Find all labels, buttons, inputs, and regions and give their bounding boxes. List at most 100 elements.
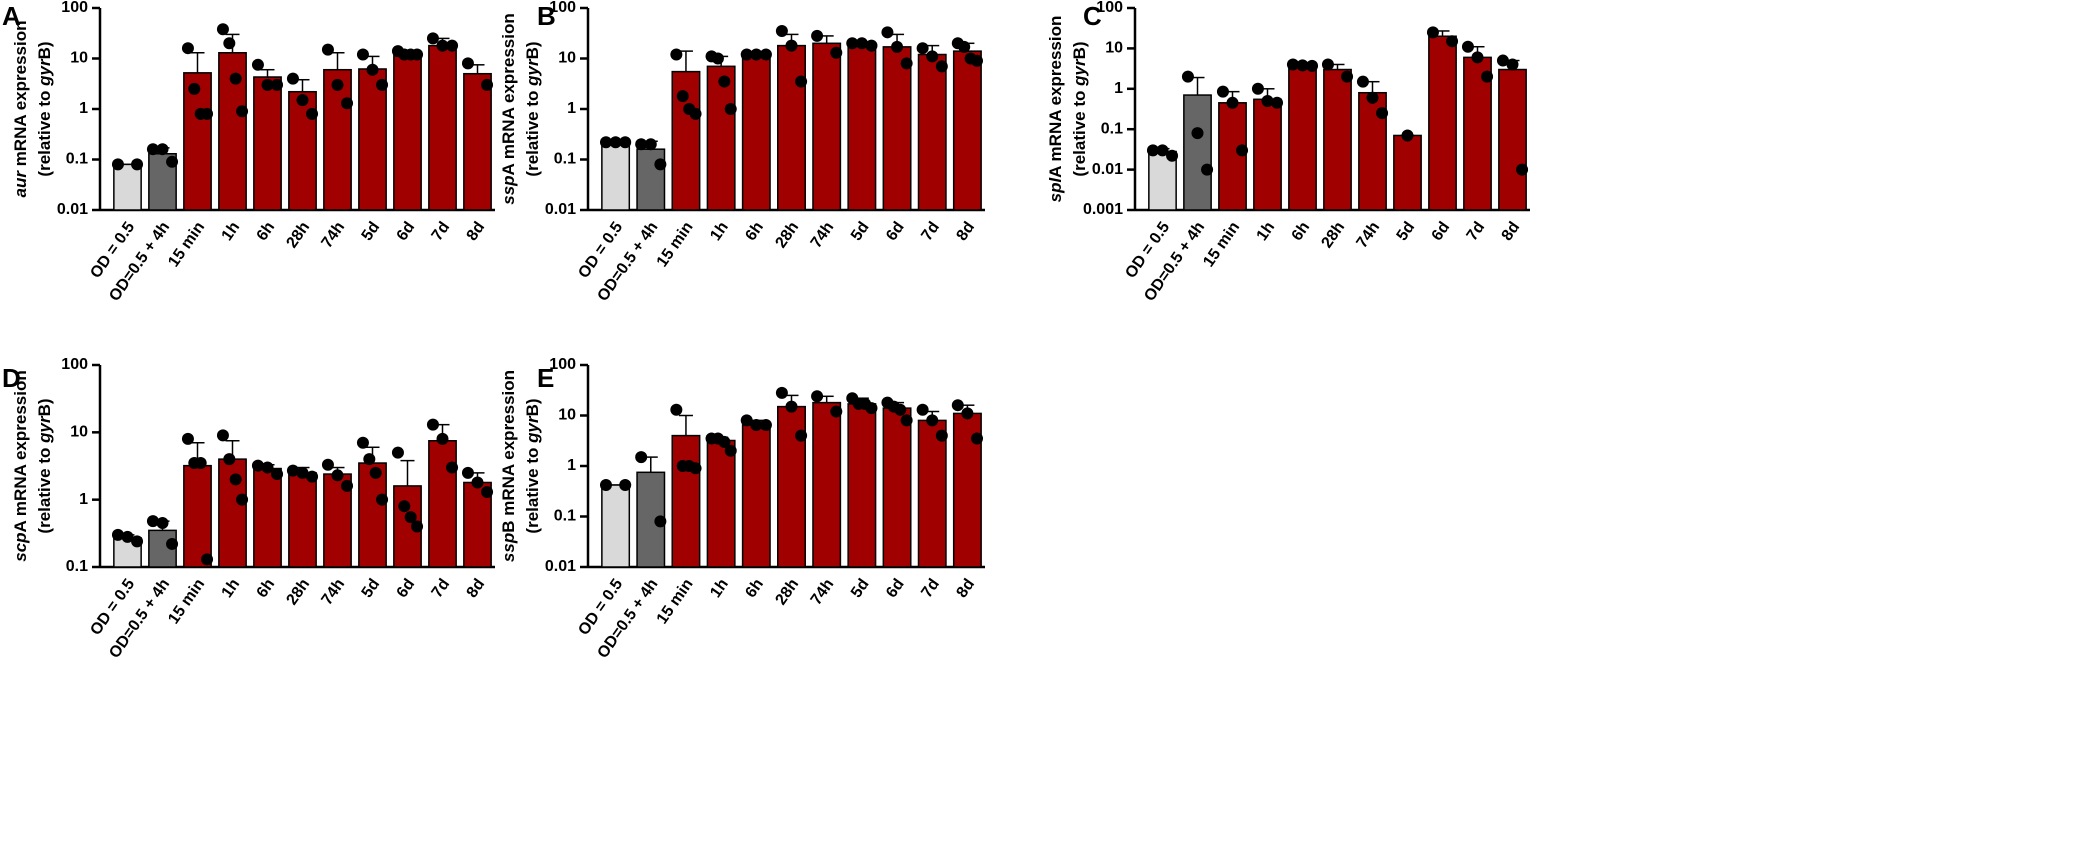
x-tick-label: 74h xyxy=(808,219,838,251)
y-tick-label: 0.1 xyxy=(554,508,576,525)
y-axis-label-part: (relative to xyxy=(35,443,54,534)
data-point xyxy=(461,57,474,70)
y-tick-label: 10 xyxy=(558,50,576,67)
bar xyxy=(812,42,842,211)
data-point xyxy=(404,511,417,524)
y-tick-label: 1 xyxy=(1114,80,1123,97)
y-tick-label: 0.1 xyxy=(66,151,88,168)
data-point xyxy=(740,414,753,427)
y-tick-label: 0.001 xyxy=(1083,201,1123,218)
x-tick-label: 8d xyxy=(464,219,489,244)
data-point xyxy=(1236,144,1249,157)
data-point xyxy=(1366,91,1379,104)
panel-label: A xyxy=(2,1,21,31)
bar xyxy=(113,163,142,211)
data-point xyxy=(188,82,201,95)
data-point xyxy=(795,75,808,88)
y-axis-label-part: A mRNA expression xyxy=(11,370,30,532)
data-point xyxy=(1496,54,1509,67)
data-point xyxy=(426,418,439,431)
data-point xyxy=(916,403,929,416)
data-point xyxy=(471,476,484,489)
data-point xyxy=(1261,94,1274,107)
data-point xyxy=(411,48,424,61)
data-point xyxy=(376,493,389,506)
data-point xyxy=(1446,35,1459,48)
bar xyxy=(882,46,912,211)
data-point xyxy=(951,399,964,412)
data-point xyxy=(201,107,214,120)
data-point xyxy=(1201,163,1214,176)
panel-label: B xyxy=(537,1,556,31)
data-point xyxy=(759,48,772,61)
data-point xyxy=(891,40,904,53)
data-point xyxy=(363,453,376,466)
data-point xyxy=(599,479,612,492)
y-axis-label-part: B) xyxy=(523,41,542,59)
data-point xyxy=(1286,58,1299,71)
y-tick-label: 0.01 xyxy=(1092,161,1123,178)
data-point xyxy=(855,37,868,50)
bar xyxy=(393,53,422,211)
data-point xyxy=(1376,107,1389,120)
y-axis-label-part: mRNA expression xyxy=(11,21,30,172)
data-point xyxy=(775,386,788,399)
bar xyxy=(183,464,212,568)
data-point xyxy=(619,479,632,492)
x-tick-label: 8d xyxy=(954,219,979,244)
y-tick-label: 0.01 xyxy=(545,201,576,218)
bar xyxy=(1183,94,1212,211)
data-point xyxy=(1356,75,1369,88)
data-point xyxy=(1156,144,1169,157)
bar xyxy=(288,472,317,568)
bar xyxy=(777,44,806,211)
bar xyxy=(847,403,877,568)
y-axis-label: scpA mRNA expression xyxy=(11,370,30,561)
data-point xyxy=(900,414,913,427)
data-point xyxy=(366,63,379,76)
y-tick-label: 1 xyxy=(567,457,576,474)
data-point xyxy=(436,432,449,445)
bar xyxy=(741,424,771,568)
data-point xyxy=(121,530,134,543)
data-point xyxy=(446,461,459,474)
y-axis-label-part: gyr xyxy=(523,58,542,87)
x-tick-label: 7d xyxy=(1464,219,1489,244)
x-tick-label: 28h xyxy=(772,576,802,608)
data-point xyxy=(229,473,242,486)
data-point xyxy=(881,26,894,39)
x-tick-label: 6h xyxy=(254,576,279,601)
y-axis-label-part: B) xyxy=(523,398,542,416)
data-point xyxy=(411,520,424,533)
bar xyxy=(183,72,212,211)
x-tick-label: 8d xyxy=(464,576,489,601)
data-point xyxy=(461,466,474,479)
bar xyxy=(358,462,387,568)
data-point xyxy=(599,136,612,149)
data-point xyxy=(111,528,124,541)
y-axis-label: sspA mRNA expression xyxy=(499,13,518,204)
data-point xyxy=(356,48,369,61)
y-tick-label: 10 xyxy=(70,50,88,67)
bar xyxy=(1253,98,1282,211)
y-axis-label-part: gyr xyxy=(1070,58,1089,87)
x-tick-label: 6h xyxy=(1289,219,1314,244)
x-tick-label: 6d xyxy=(1429,219,1454,244)
data-point xyxy=(166,537,179,550)
data-point xyxy=(181,42,194,55)
data-point xyxy=(971,432,984,445)
data-point xyxy=(369,466,382,479)
x-tick-label: 28h xyxy=(283,576,313,608)
data-point xyxy=(216,429,229,442)
bar xyxy=(428,439,457,568)
y-axis-label-part: ssp xyxy=(499,533,518,562)
bar xyxy=(1323,68,1352,211)
data-point xyxy=(1306,59,1319,72)
data-point xyxy=(1481,70,1494,83)
data-point xyxy=(296,466,309,479)
data-point xyxy=(1506,58,1519,71)
data-point xyxy=(341,97,354,110)
data-point xyxy=(1296,59,1309,72)
data-point xyxy=(286,72,299,85)
y-axis-label-part: A mRNA expression xyxy=(1046,16,1065,178)
